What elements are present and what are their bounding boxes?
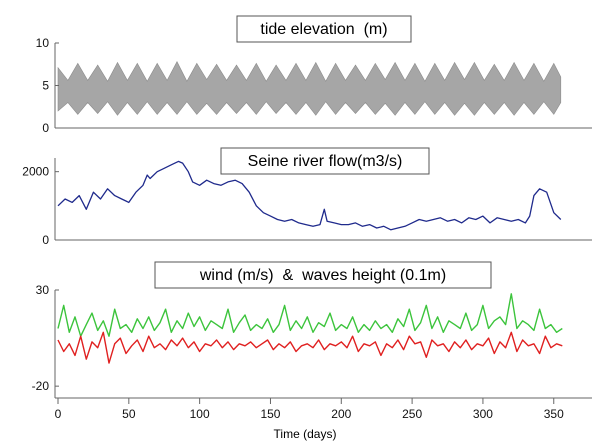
flow-title-box [220, 147, 430, 175]
y-tick-label: 5 [42, 79, 49, 93]
flow-marks [57, 160, 562, 231]
seine-flow-panel: 0 2000 Seine river flow(m3/s) [22, 147, 592, 247]
tide-marks [57, 61, 562, 116]
y-tick-label: 10 [36, 36, 50, 50]
series-line-0 [57, 160, 562, 231]
x-tick-label: 0 [55, 407, 62, 421]
x-tick-label: 300 [473, 407, 493, 421]
tide-elevation-panel: 0 5 10 tide elevation (m) [36, 15, 592, 135]
x-tick-label: 50 [122, 407, 136, 421]
x-tick-label: 200 [331, 407, 351, 421]
flow-title: Seine river flow(m3/s) [248, 153, 403, 170]
x-tick-label: 100 [190, 407, 210, 421]
y-tick-label: 2000 [22, 165, 49, 179]
tide-band [57, 61, 562, 116]
tide-y-ticks: 0 5 10 [36, 36, 59, 135]
tide-title-box [236, 15, 412, 43]
y-tick-label: 0 [42, 233, 49, 247]
tide-title: tide elevation (m) [260, 21, 387, 38]
wind-waves-title: wind (m/s) & waves height (0.1m) [199, 267, 446, 284]
x-tick-label: 350 [544, 407, 564, 421]
wind-waves-x-ticks: 0 50 100 150 200 250 300 350 [55, 398, 564, 421]
wind-waves-y-ticks: -20 30 [32, 283, 59, 393]
wind-waves-marks [57, 293, 563, 364]
y-tick-label: -20 [32, 379, 50, 393]
x-tick-label: 150 [260, 407, 280, 421]
series-line-1 [57, 331, 563, 364]
wind-waves-panel: -20 30 0 50 100 150 200 250 300 350 wind (m/s) &… [32, 261, 592, 441]
y-tick-label: 0 [42, 121, 49, 135]
flow-y-ticks: 0 2000 [22, 165, 59, 247]
x-axis-title: Time (days) [274, 427, 337, 441]
series-line-0 [57, 293, 563, 337]
y-tick-label: 30 [36, 283, 50, 297]
wind-waves-title-box [154, 261, 492, 289]
x-tick-label: 250 [402, 407, 422, 421]
